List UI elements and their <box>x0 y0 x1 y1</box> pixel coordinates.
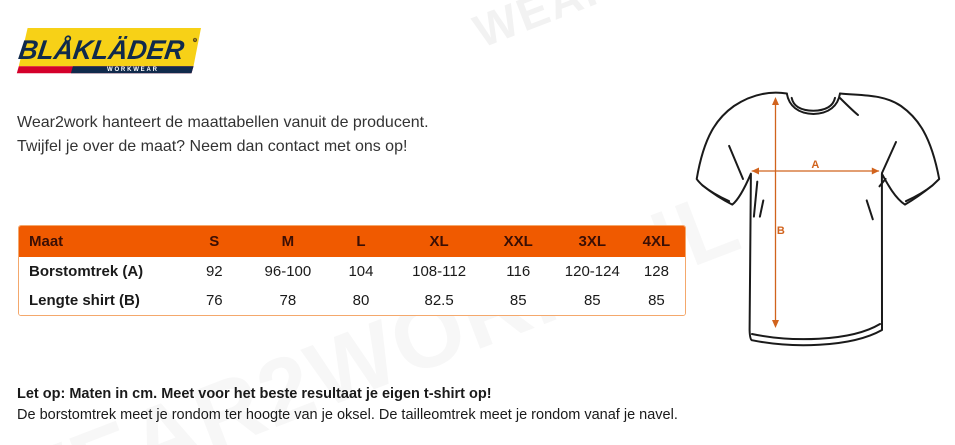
svg-text:A: A <box>811 159 819 171</box>
svg-text:BLÅKLÄDER: BLÅKLÄDER <box>17 34 187 65</box>
svg-text:B: B <box>777 225 785 237</box>
svg-text:WEAR2WORK.NL: WEAR2WORK.NL <box>467 0 868 57</box>
svg-text:WORKWEAR: WORKWEAR <box>107 67 159 73</box>
